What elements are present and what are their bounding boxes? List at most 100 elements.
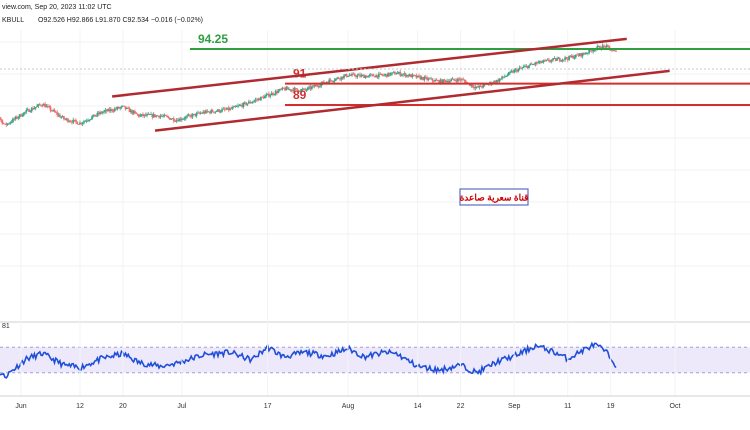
candle-body [379, 73, 382, 75]
candle-body [369, 74, 372, 76]
candle-body [182, 118, 185, 120]
candle-body [593, 49, 596, 51]
candle-body [510, 71, 513, 73]
candle-body [158, 115, 160, 118]
x-tick-label: 17 [264, 403, 272, 410]
candle-body [148, 114, 151, 115]
candle-body [584, 53, 587, 55]
candle-body [578, 53, 581, 56]
candle-body [116, 107, 119, 110]
candle-body [403, 73, 406, 75]
candle-body [104, 110, 107, 112]
candle-body [152, 114, 155, 118]
candle-body [306, 87, 309, 90]
candle-body [5, 123, 8, 125]
candle-body [601, 45, 604, 49]
candle-body [268, 93, 270, 97]
candle-body [495, 79, 498, 83]
candle-body [198, 112, 201, 114]
candle-body [444, 80, 447, 83]
candle-body [438, 80, 441, 84]
candle-body [389, 73, 392, 76]
candle-body [426, 77, 428, 80]
candle-body [577, 54, 580, 56]
candle-body [202, 111, 205, 114]
candle-body [415, 75, 418, 78]
candle-body [544, 60, 546, 62]
candle-body [528, 65, 530, 68]
candle-body [273, 94, 276, 96]
candle-body [22, 112, 25, 116]
candle-body [64, 119, 67, 120]
candle-body [565, 57, 568, 59]
candle-body [28, 109, 30, 112]
rsi-label: 81 [2, 323, 10, 330]
candle-body [412, 74, 415, 76]
candle-body [534, 62, 537, 65]
candle-body [345, 74, 348, 77]
candle-body [79, 122, 81, 125]
channel-label-box [459, 188, 529, 206]
candle-body [92, 114, 95, 117]
candle-body [91, 116, 93, 120]
candle-body [436, 80, 439, 82]
candle-body [115, 108, 118, 110]
candle-body [206, 110, 209, 112]
candle-body [37, 104, 40, 106]
candle-body [24, 111, 26, 113]
candle-body [363, 75, 365, 79]
candle-body [448, 80, 451, 83]
candle-body [521, 67, 524, 69]
candle-body [566, 58, 569, 60]
x-tick-label: 11 [564, 403, 571, 410]
candle-body [176, 120, 179, 122]
candle-body [549, 61, 552, 63]
candle-body [257, 98, 260, 100]
candle-body [418, 75, 420, 77]
candle-body [135, 112, 138, 114]
symbol-label: KBULL [2, 17, 24, 24]
candle-body [432, 80, 435, 82]
candle-body [230, 108, 233, 110]
candle-body [132, 111, 135, 114]
candle-body [33, 108, 36, 110]
candle-body [56, 112, 59, 115]
candle-body [355, 76, 357, 77]
candle-body [336, 77, 339, 79]
candle-body [38, 104, 41, 106]
candle-body [505, 76, 508, 77]
candle-body [209, 111, 211, 114]
candle-body [21, 115, 24, 117]
candle-body [481, 86, 483, 88]
candle-body [540, 60, 542, 63]
candle-body [4, 123, 6, 125]
x-tick-label: 14 [414, 403, 422, 410]
candle-body [262, 96, 265, 99]
x-tick-label: Sep [508, 403, 521, 410]
candle-body [301, 89, 304, 90]
candle-body [272, 93, 274, 95]
candle-body [0, 118, 2, 120]
candle-body [67, 118, 69, 122]
candle-body [17, 117, 20, 119]
candle-body [264, 96, 266, 99]
candle-body [108, 109, 111, 112]
candle-body [40, 104, 43, 106]
x-tick-label: Oct [670, 403, 681, 410]
candle-body [171, 118, 174, 120]
candle-body [422, 77, 424, 80]
candle-body [192, 113, 195, 115]
candle-body [365, 76, 368, 78]
candle-body [503, 76, 506, 78]
candle-body [317, 86, 320, 87]
candle-body [376, 75, 379, 78]
x-tick-label: 19 [607, 403, 615, 410]
candle-body [128, 108, 131, 113]
candle-body [478, 85, 481, 88]
candle-body [434, 79, 437, 82]
candle-body [180, 119, 183, 121]
candle-body [459, 79, 462, 81]
candle-body [136, 113, 139, 115]
